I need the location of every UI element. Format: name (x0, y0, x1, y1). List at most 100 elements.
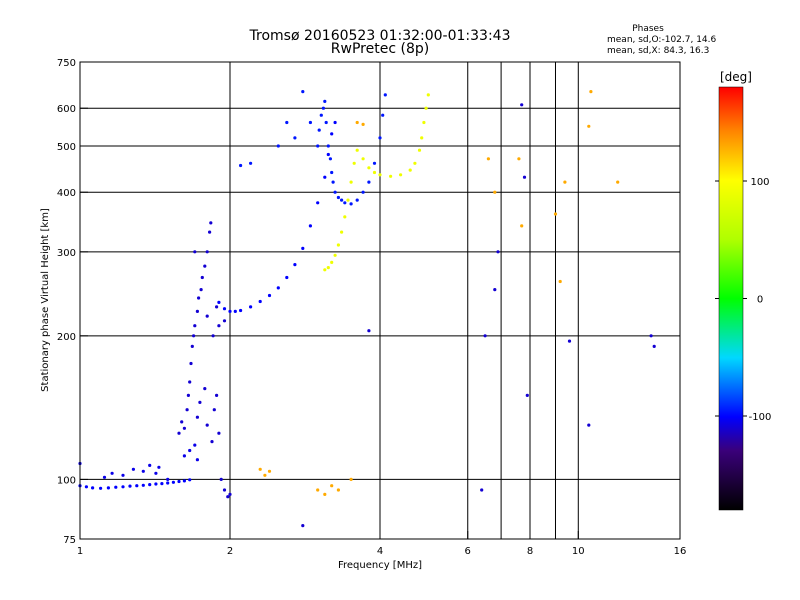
data-point (258, 299, 262, 304)
data-point (408, 168, 412, 172)
data-point (343, 215, 347, 219)
data-point (121, 485, 125, 489)
data-points (78, 90, 656, 528)
data-point (301, 246, 305, 250)
y-axis-label: Stationary phase Virtual Height [km] (40, 208, 51, 392)
data-point (203, 264, 207, 268)
data-point (135, 484, 139, 488)
data-point (367, 166, 371, 170)
data-point (222, 319, 227, 323)
data-point (367, 329, 371, 333)
data-point (193, 250, 197, 254)
data-point (333, 253, 337, 257)
data-point (182, 426, 186, 430)
data-point (317, 128, 321, 132)
data-point (336, 243, 340, 247)
x-tick-label: 6 (465, 546, 471, 557)
phases-o-line: mean, sd,O:-102.7, 14.6 (607, 35, 717, 45)
data-point (199, 288, 203, 292)
data-point (520, 103, 524, 107)
data-point (84, 485, 88, 489)
y-tick-label: 300 (57, 248, 76, 259)
data-point (193, 324, 197, 328)
data-point (215, 393, 219, 397)
data-point (215, 305, 219, 309)
data-point (316, 144, 320, 148)
data-point (486, 157, 490, 161)
data-point (239, 308, 243, 313)
phases-title: Phases (632, 24, 664, 34)
data-point (389, 174, 393, 178)
data-point (520, 224, 524, 228)
data-point (249, 305, 253, 309)
y-tick-label: 600 (57, 104, 76, 115)
data-point (190, 344, 194, 348)
data-point (217, 300, 221, 304)
data-point (185, 408, 189, 412)
data-point (258, 467, 262, 471)
data-point (141, 469, 145, 473)
data-point (424, 106, 428, 110)
data-point (480, 488, 484, 492)
data-point (160, 482, 164, 486)
data-point (422, 120, 426, 125)
data-point (205, 314, 209, 318)
data-point (198, 400, 202, 404)
data-point (381, 113, 385, 117)
data-point (205, 423, 209, 427)
data-point (330, 484, 334, 488)
data-point (267, 293, 272, 298)
x-tick-label: 8 (527, 546, 533, 557)
data-point (323, 175, 327, 179)
y-tick-label: 400 (57, 188, 76, 199)
data-point (128, 484, 132, 488)
data-point (355, 148, 359, 152)
colorbar-tick-label: 100 (750, 177, 769, 188)
data-point (195, 415, 199, 419)
data-point (587, 124, 591, 128)
data-point (522, 175, 527, 179)
data-point (616, 180, 620, 184)
data-point (293, 136, 297, 140)
x-tick-label: 16 (674, 546, 687, 557)
data-point (316, 488, 320, 492)
data-point (276, 144, 280, 148)
data-point (233, 309, 237, 313)
data-point (182, 479, 186, 483)
data-point (308, 120, 312, 125)
colorbar-label: [deg] (720, 70, 752, 84)
phases-x-line: mean, sd,X: 84.3, 16.3 (607, 46, 709, 56)
data-point (323, 99, 327, 103)
data-point (326, 152, 330, 157)
x-tick-label: 2 (227, 546, 233, 557)
data-point (567, 339, 572, 343)
data-point (326, 144, 330, 148)
data-point (336, 195, 340, 200)
data-point (349, 202, 353, 206)
data-point (106, 486, 110, 490)
data-point (383, 93, 387, 97)
data-point (321, 106, 325, 110)
data-point (367, 180, 371, 184)
data-point (361, 157, 365, 161)
data-point (349, 180, 353, 184)
data-point (355, 198, 359, 202)
data-point (188, 478, 192, 482)
data-point (420, 136, 424, 140)
colorbar-ticks: 100 0 -100 (715, 177, 771, 423)
data-point (189, 361, 193, 366)
data-point (208, 230, 212, 234)
x-axis-label: Frequency [MHz] (338, 560, 422, 571)
data-point (558, 279, 562, 284)
data-point (517, 157, 521, 161)
x-tick-label: 4 (377, 546, 383, 557)
data-point (148, 463, 152, 467)
data-point (217, 324, 221, 328)
data-point (188, 448, 192, 453)
data-point (493, 288, 497, 292)
data-point (205, 250, 209, 254)
y-tick-label: 500 (57, 142, 76, 153)
chart-title: Tromsø 20160523 01:32:00-01:33:43 (249, 28, 511, 44)
data-point (195, 458, 199, 462)
data-point (171, 480, 175, 484)
